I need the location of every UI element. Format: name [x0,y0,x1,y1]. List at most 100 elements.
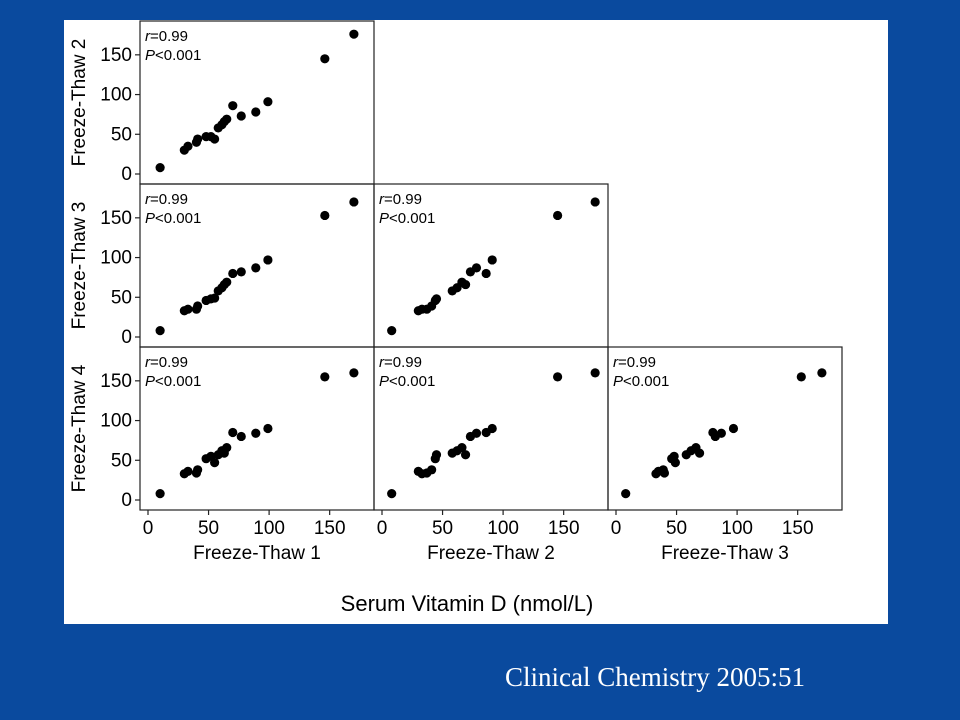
y-tick-label: 150 [100,208,132,229]
panel-frame [139,346,375,511]
scatter-panel: 0 50 100 150 Freeze-Thaw 2 r=0.99 P<0.001 [373,346,609,564]
x-tick-label: 0 [611,518,622,539]
y-tick-label: 0 [121,327,132,348]
data-point [228,268,238,279]
data-point [251,263,261,273]
y-axis-label: Freeze-Thaw 2 [69,39,90,167]
data-point [320,372,330,382]
data-point [228,427,238,438]
y-tick-label: 50 [111,450,132,471]
data-point [183,304,193,314]
data-point [471,263,482,273]
data-point [222,442,232,453]
y-tick-label: 0 [121,164,132,185]
y-tick-label: 50 [111,124,132,145]
correlation-annotation: r=0.99 [379,354,422,371]
scatter-panel: 0 50 100 150 Freeze-Thaw 3 r=0.99 P<0.001 [607,346,843,564]
x-axis-label: Freeze-Thaw 3 [661,543,789,564]
p-value-annotation: P<0.001 [145,210,201,227]
data-point [460,450,471,460]
data-point [487,255,497,265]
y-tick-label: 100 [100,411,132,432]
x-tick-label: 50 [666,518,687,539]
panel-frame [139,20,375,185]
y-axis-label: Freeze-Thaw 4 [69,364,90,492]
data-point [471,428,482,438]
p-value-annotation: P<0.001 [379,210,435,227]
data-point [251,428,261,438]
data-point [427,465,437,475]
data-point [457,442,467,453]
data-point [155,326,165,336]
data-point [251,107,261,117]
data-point [193,134,203,144]
data-point [387,326,397,336]
data-point [431,450,442,460]
x-tick-label: 100 [253,518,285,539]
data-point [590,368,600,378]
data-point [320,54,330,64]
data-point [590,197,600,207]
data-point [796,372,806,382]
data-point [193,465,203,475]
data-point [431,294,442,304]
data-point [222,114,232,124]
x-tick-label: 0 [377,518,388,539]
x-tick-label: 50 [198,518,219,539]
x-tick-label: 50 [432,518,453,539]
data-point [210,458,220,468]
p-value-annotation: P<0.001 [379,373,435,390]
data-point [228,101,238,111]
overall-x-axis-label: Serum Vitamin D (nmol/L) [341,591,594,616]
y-tick-label: 50 [111,287,132,308]
x-axis-label: Freeze-Thaw 1 [193,543,321,564]
scatter-panel: 0 50 100 150 Freeze-Thaw 4 0 50 100 150 Freeze-Th… [69,346,375,564]
data-point [553,372,563,382]
data-point [210,134,220,144]
data-point [210,293,220,303]
y-axis-label: Freeze-Thaw 3 [69,202,90,330]
y-tick-label: 150 [100,45,132,66]
correlation-annotation: r=0.99 [145,354,188,371]
data-point [236,431,246,442]
data-point [460,279,471,290]
x-tick-label: 150 [314,518,346,539]
data-point [817,368,827,378]
data-point [222,277,232,287]
y-tick-label: 100 [100,248,132,269]
data-point [320,210,330,221]
data-point [387,489,397,499]
correlation-annotation: r=0.99 [145,28,188,45]
p-value-annotation: P<0.001 [145,47,201,64]
data-point [621,489,631,499]
scatter-panel: 0 50 100 150 Freeze-Thaw 3 r=0.99 P<0.001 [69,183,375,348]
data-point [183,466,193,476]
figure-card: Serum Vitamin D (nmol/L) 0 50 100 150 Freeze… [64,20,888,624]
y-tick-label: 150 [100,371,132,392]
data-point [716,428,726,438]
citation-caption: Clinical Chemistry 2005:51 [505,662,805,692]
x-axis-label: Freeze-Thaw 2 [427,543,555,564]
data-point [487,423,497,434]
scatter-panel: r=0.99 P<0.001 [373,183,609,348]
data-point [263,255,273,265]
data-point [155,489,165,499]
x-tick-label: 0 [143,518,154,539]
y-tick-label: 0 [121,490,132,511]
data-point [236,111,246,121]
p-value-annotation: P<0.001 [613,373,669,390]
correlation-annotation: r=0.99 [379,191,422,208]
p-value-annotation: P<0.001 [145,373,201,390]
y-tick-label: 100 [100,85,132,106]
panel-frame [607,346,843,511]
correlation-annotation: r=0.99 [613,354,656,371]
data-point [694,448,705,458]
data-point [236,267,246,277]
data-point [349,29,359,39]
x-tick-label: 100 [487,518,519,539]
data-point [481,268,491,279]
data-point [263,423,273,434]
data-point [263,97,273,107]
data-point [349,368,359,378]
